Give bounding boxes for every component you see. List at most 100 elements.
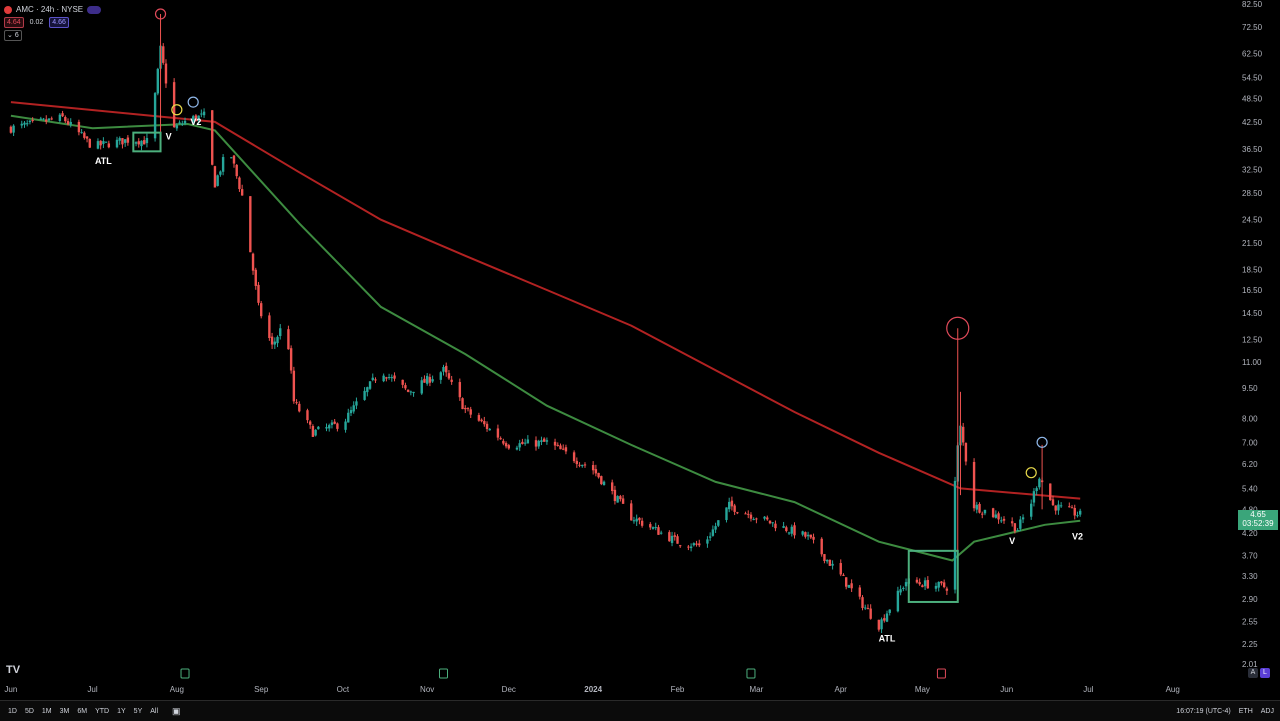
earnings-event-icon [936, 668, 946, 679]
candle-body [1021, 517, 1025, 520]
go-to-date-icon[interactable]: ▣ [172, 705, 181, 716]
range-5y[interactable]: 5Y [133, 707, 143, 715]
range-5d[interactable]: 5D [24, 707, 34, 715]
x-tick-label: 2024 [584, 685, 602, 694]
y-tick-label: 14.50 [1242, 309, 1263, 318]
candle-body [134, 142, 138, 144]
candle-body [1019, 519, 1022, 529]
candle-body [1049, 483, 1052, 501]
range-all[interactable]: All [150, 707, 159, 715]
candle-body [181, 123, 184, 125]
candle-body [934, 585, 938, 589]
candle-body [385, 377, 388, 379]
candle-body [26, 123, 29, 125]
candle-body [325, 427, 328, 429]
marker-circle [187, 96, 199, 108]
candle-body [953, 480, 957, 590]
candle-body [578, 464, 581, 466]
candle-body [349, 410, 353, 414]
candle-body [477, 415, 481, 421]
indicators-toggle[interactable]: ⌄ 6 [4, 30, 22, 41]
session-toggle[interactable]: ETH [1238, 707, 1253, 715]
marker-circle [946, 316, 970, 340]
candle-body [200, 113, 203, 115]
candle-body [23, 122, 26, 125]
y-tick-label: 54.50 [1242, 74, 1263, 83]
candle-body [504, 443, 508, 447]
symbol-title[interactable]: AMC · 24h · NYSE [16, 5, 84, 14]
candle-body [790, 526, 793, 534]
candle-body [162, 46, 165, 63]
candle-body [143, 140, 146, 145]
candle-body [249, 196, 252, 253]
y-tick-label: 18.50 [1242, 266, 1263, 275]
clock-time[interactable]: 16:07:19 (UTC-4) [1176, 707, 1231, 715]
candle-body [572, 452, 576, 462]
marker-circle [1025, 467, 1037, 479]
candle-body [202, 111, 206, 116]
candle-body [706, 539, 709, 544]
candle-body [801, 531, 804, 535]
candle-body [1013, 523, 1017, 532]
candle-body [651, 527, 655, 529]
price-chart[interactable]: 82.50 72.50 62.50 54.50 48.50 42.50 36.50 32.50… [0, 0, 1280, 700]
candle-body [431, 379, 434, 382]
candle-body [371, 377, 374, 381]
candle-body [940, 581, 943, 584]
candle-body [564, 447, 568, 452]
range-ytd[interactable]: YTD [95, 707, 110, 715]
x-tick-label: Oct [337, 685, 350, 694]
eye-icon[interactable] [87, 5, 102, 14]
candle-body [763, 516, 766, 519]
candle-body [406, 389, 410, 392]
y-tick-label: 4.80 [1242, 505, 1258, 514]
candle-body [382, 375, 385, 382]
bid-price[interactable]: 4.64 [4, 17, 24, 28]
ask-price[interactable]: 4.66 [49, 17, 69, 28]
range-box [907, 549, 959, 603]
candle-body [412, 391, 415, 394]
adjust-toggle[interactable]: ADJ [1260, 707, 1274, 715]
candle-body [292, 370, 296, 402]
candle-body [885, 613, 889, 622]
candle-body [311, 426, 315, 437]
range-1y[interactable]: 1Y [117, 707, 126, 715]
y-tick-label: 24.50 [1242, 216, 1263, 225]
range-6m[interactable]: 6M [77, 707, 88, 715]
candle-body [77, 121, 81, 133]
candle-body [594, 469, 598, 474]
candle-body [1057, 504, 1060, 511]
candle-body [785, 527, 788, 532]
candle-body [216, 175, 219, 186]
candle-body [137, 141, 140, 145]
candle-body [20, 123, 23, 126]
candle-body [213, 166, 217, 188]
candle-body [523, 442, 527, 444]
earnings-event-icon [746, 668, 756, 679]
candle-body [695, 543, 698, 545]
candle-body [140, 140, 143, 147]
tradingview-logo-icon[interactable]: TV [6, 664, 21, 676]
candle-body [469, 409, 472, 415]
y-tick-label: 48.50 [1242, 94, 1263, 103]
candle-body [121, 138, 124, 145]
candle-body [31, 119, 34, 121]
range-1d[interactable]: 1D [8, 707, 17, 715]
auto-scale-button[interactable]: A [1248, 668, 1258, 678]
y-tick-label: 72.50 [1242, 23, 1263, 32]
candle-body [85, 136, 89, 139]
candle-body [727, 501, 731, 510]
indicator-count: 6 [14, 32, 19, 39]
candle-body [270, 336, 274, 345]
range-1m[interactable]: 1M [41, 707, 52, 715]
spread-value: 0.02 [29, 19, 44, 26]
symbol-legend: AMC · 24h · NYSE 4.64 0.02 4.66 ⌄ 6 [4, 3, 102, 42]
candle-body [1070, 507, 1074, 509]
y-tick-label: 3.30 [1242, 572, 1258, 581]
range-3m[interactable]: 3M [59, 707, 70, 715]
candle-body [178, 122, 181, 124]
candle-body [553, 441, 557, 446]
candle-body [374, 379, 377, 381]
log-scale-button[interactable]: L [1260, 668, 1270, 678]
candle-body [880, 619, 883, 630]
